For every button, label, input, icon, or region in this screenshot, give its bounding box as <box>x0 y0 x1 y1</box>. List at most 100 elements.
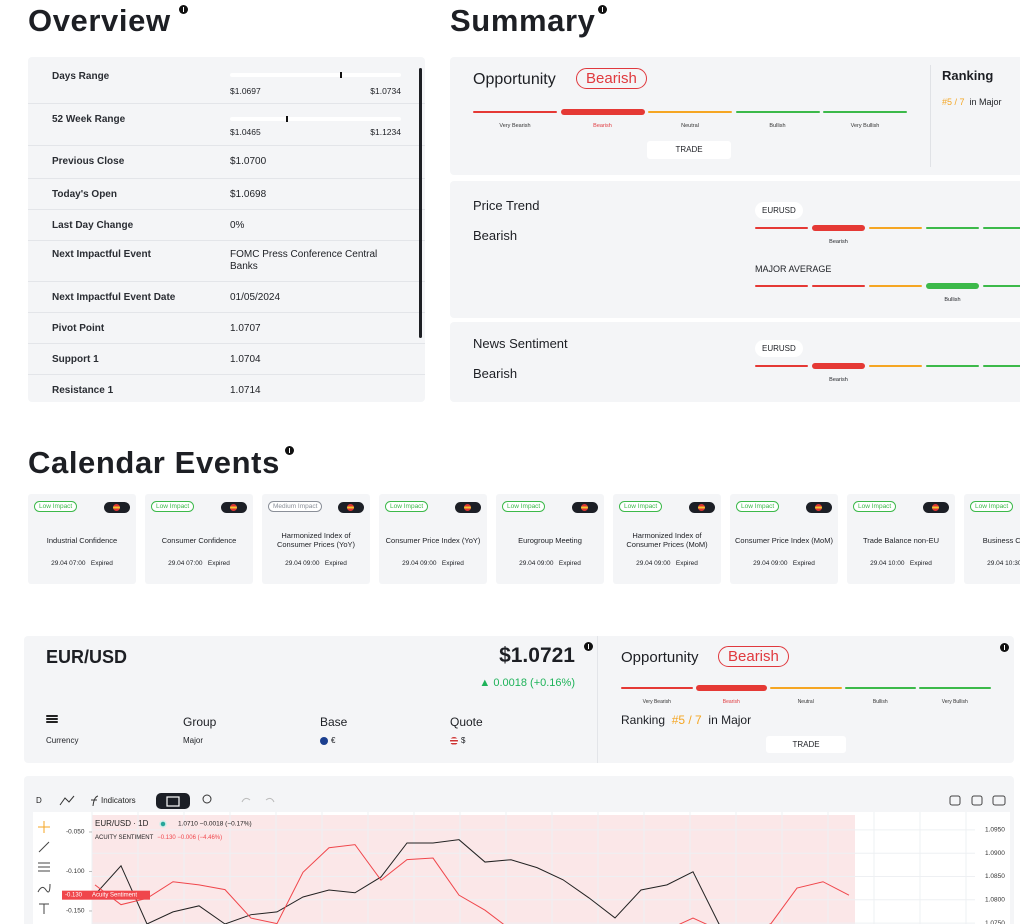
info-icon <box>584 642 593 651</box>
event-meta: 29.04 09:00 Expired <box>379 560 487 567</box>
event-card[interactable]: Low Impact Harmonized Index of Consumer P… <box>613 494 721 584</box>
range-marker <box>285 116 288 122</box>
info-icon <box>285 446 294 455</box>
tool-fib <box>38 862 50 872</box>
flag-toggle <box>923 502 949 513</box>
flag <box>230 504 237 511</box>
sentiment-segment <box>735 111 820 113</box>
legend-indicator-name: ACUITY SENTIMENT <box>95 835 154 841</box>
event-meta: 29.04 09:00 Expired <box>262 560 370 567</box>
row-value: 0% <box>230 220 245 231</box>
event-card[interactable]: Low Impact Consumer Price Index (MoM) 29.0… <box>730 494 838 584</box>
series-line <box>94 839 720 924</box>
flag <box>932 504 939 511</box>
row-value: 1.0704 <box>230 354 261 365</box>
y2-tick-label: 1.0850 <box>985 873 1005 880</box>
sentiment-segment <box>755 227 808 229</box>
sentiment-segment <box>926 365 979 367</box>
trade-button[interactable]: TRADE <box>766 736 846 753</box>
rank-suffix: in Major <box>708 713 752 727</box>
toolbar-icon <box>949 795 961 806</box>
scale-label: Very Bullish <box>850 123 880 129</box>
pair-name: EUR/USD <box>46 647 128 667</box>
ranking-label: Ranking <box>621 713 666 727</box>
scale-label: Bullish <box>769 123 786 129</box>
row-value: FOMC Press Conference Central Banks <box>230 249 378 272</box>
legend-symbol-values: 1.0710 −0.0018 (−0.17%) <box>178 821 252 828</box>
opportunity-badge: Bearish <box>576 68 647 89</box>
row-label: Today's Open <box>52 189 117 200</box>
opportunity-badge: Bearish <box>718 646 789 667</box>
impact-badge: Low Impact <box>502 501 546 512</box>
event-name: Business Confidence <box>982 535 1020 545</box>
sentiment-segment <box>648 111 732 113</box>
y2-tick-label: 1.0950 <box>985 827 1005 834</box>
sentiment-segment <box>823 111 907 113</box>
panel-value: Bearish <box>473 228 518 243</box>
row-value: $1.0700 <box>230 156 267 167</box>
flag-toggle <box>338 502 364 513</box>
field-value: € <box>331 736 336 745</box>
quote-panel: EUR/USD $1.0721 ▲ 0.0018 (+0.16%) Currency G… <box>24 636 1014 763</box>
event-status: Expired <box>324 560 347 567</box>
range-high: $1.1234 <box>370 127 401 137</box>
event-card[interactable]: Low Impact Consumer Confidence 29.04 07:00… <box>145 494 253 584</box>
impact-badge: Low Impact <box>34 501 78 512</box>
scale-label: Bearish <box>593 123 612 129</box>
event-name: Industrial Confidence <box>46 535 118 545</box>
impact-badge: Low Impact <box>385 501 429 512</box>
rank: #5 / 7 <box>942 97 965 107</box>
event-card[interactable]: Medium Impact Harmonized Index of Consume… <box>262 494 370 584</box>
fx-icon <box>91 795 99 807</box>
sentiment-segment <box>983 285 1020 287</box>
row-label: Days Range <box>52 71 110 82</box>
scale-label: Bearish <box>722 699 740 705</box>
live-dot <box>159 820 167 828</box>
event-status: Expired <box>675 560 698 567</box>
sentiment-segment <box>812 363 865 369</box>
event-card[interactable]: Low Impact Eurogroup Meeting 29.04 09:00 E… <box>496 494 604 584</box>
event-meta: 29.04 07:00 Expired <box>145 560 253 567</box>
sentiment-segment <box>869 285 922 287</box>
flag <box>464 504 471 511</box>
legend-symbol: EUR/USD · 1D <box>95 819 149 828</box>
trade-button[interactable]: TRADE <box>647 141 731 159</box>
overview-row: Resistance 1 1.0714 <box>28 374 425 402</box>
event-time: 29.04 07:00 <box>51 560 86 567</box>
line-tool-icon <box>59 795 75 806</box>
sentiment-segment <box>695 685 767 691</box>
tool-crosshair <box>38 821 50 833</box>
field-value: $ <box>461 736 466 745</box>
overview-row: Previous Close $1.0700 <box>28 145 425 178</box>
row-label: Previous Close <box>52 156 125 167</box>
event-card[interactable]: Low Impact Trade Balance non-EU 29.04 10:0… <box>847 494 955 584</box>
field-label: Quote <box>450 715 483 729</box>
tool-text <box>39 903 49 914</box>
sentiment-segment <box>919 687 991 689</box>
info-icon-bar <box>588 644 590 649</box>
row-value: 01/05/2024 <box>230 292 281 303</box>
flag-icon <box>320 737 328 745</box>
overview-row: Support 1 1.0704 <box>28 343 425 374</box>
sentiment-segment <box>755 285 808 287</box>
row-label: 52 Week Range <box>52 114 126 125</box>
event-time: 29.04 07:00 <box>168 560 203 567</box>
calendar-strip: Low Impact Industrial Confidence 29.04 07:… <box>28 494 1020 584</box>
scale-label: Neutral <box>681 123 699 129</box>
divider <box>930 65 931 167</box>
sentiment-tag-name: Acuity Sentiment <box>92 893 137 899</box>
event-status: Expired <box>207 560 230 567</box>
event-card[interactable]: Low Impact Business Confidence 29.04 10:30… <box>964 494 1020 584</box>
space <box>665 713 672 727</box>
price-change: ▲ 0.0018 (+0.16%) <box>479 677 575 689</box>
event-card[interactable]: Low Impact Industrial Confidence 29.04 07:… <box>28 494 136 584</box>
range-high: $1.0734 <box>370 86 401 96</box>
event-name: Harmonized Index of Consumer Prices (MoM… <box>626 531 708 549</box>
y-tick-label: -0.050 <box>66 829 85 836</box>
row-label: Next Impactful Event <box>52 249 151 260</box>
event-card[interactable]: Low Impact Consumer Price Index (YoY) 29.0… <box>379 494 487 584</box>
event-time: 29.04 09:00 <box>636 560 671 567</box>
series-line <box>94 844 850 924</box>
